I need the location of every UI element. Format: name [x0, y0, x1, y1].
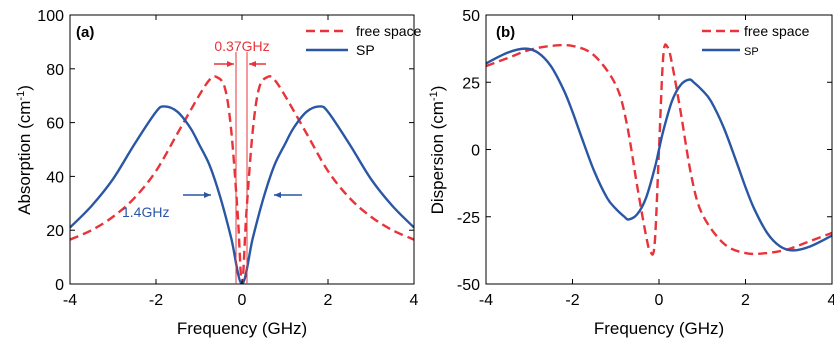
annotation-1-4ghz-label: 1.4GHz: [122, 204, 169, 220]
panel-a-ylabel: Absorption (cm-1): [15, 85, 34, 215]
panel-a-legend-sp: SP: [356, 42, 375, 58]
panel-b-xtick-label: -4: [479, 292, 493, 309]
panel-a-ytick-label: 100: [37, 8, 64, 25]
panel-a-ytick-label: 0: [55, 277, 64, 294]
annotation-0-37ghz: 0.37GHz: [214, 38, 270, 284]
panel-b-xlabel: Frequency (GHz): [594, 319, 724, 338]
panel-a-xtick-label: 4: [410, 292, 419, 309]
panel-a-legend: free space SP: [306, 23, 422, 58]
panel-b: -4 -2 0 2 4 -50 -25 0 25 50 (b) free space SP Fre…: [428, 8, 834, 338]
panel-a-xtick-label: 2: [324, 292, 333, 309]
panel-a-line-free-space: [70, 75, 414, 284]
panel-a-line-sp: [70, 105, 414, 284]
panel-b-ytick-label: -25: [457, 210, 480, 227]
panel-a-xtick-label: -2: [149, 292, 163, 309]
panel-b-xtick-label: 0: [655, 292, 664, 309]
panel-b-series: [486, 43, 832, 256]
panel-b-legend: free space SP: [702, 23, 810, 58]
panel-a-ytick-label: 80: [46, 62, 64, 79]
panel-b-ticks: -4 -2 0 2 4 -50 -25 0 25 50: [457, 8, 834, 309]
panel-b-legend-free-space: free space: [744, 23, 810, 39]
panel-b-ytick-label: 50: [462, 8, 480, 25]
panel-a-ytick-label: 40: [46, 169, 64, 186]
panel-b-ytick-label: 0: [471, 143, 480, 160]
panel-b-line-sp: [486, 47, 832, 252]
panel-a-series: [70, 75, 414, 284]
panel-b-legend-sp: SP: [744, 46, 759, 58]
annotation-1-4ghz: 1.4GHz: [122, 192, 302, 220]
panel-a-legend-free-space: free space: [356, 23, 422, 39]
panel-b-xtick-label: 2: [741, 292, 750, 309]
panel-b-ylabel: Dispersion (cm-1): [428, 86, 447, 215]
panel-a-label: (a): [76, 24, 94, 41]
panel-b-label: (b): [496, 24, 515, 41]
panel-b-ytick-label: 25: [462, 75, 480, 92]
annotation-0-37ghz-label: 0.37GHz: [214, 38, 269, 54]
panel-b-line-free-space: [486, 43, 832, 256]
panel-a-ytick-label: 60: [46, 116, 64, 133]
panel-a-xlabel: Frequency (GHz): [177, 319, 307, 338]
panel-a-xtick-label: -4: [63, 292, 77, 309]
panel-b-xtick-label: -2: [565, 292, 579, 309]
panel-b-ytick-label: -50: [457, 277, 480, 294]
panel-b-xtick-label: 4: [828, 292, 834, 309]
panel-a-xtick-label: 0: [238, 292, 247, 309]
panel-a-ytick-label: 20: [46, 223, 64, 240]
